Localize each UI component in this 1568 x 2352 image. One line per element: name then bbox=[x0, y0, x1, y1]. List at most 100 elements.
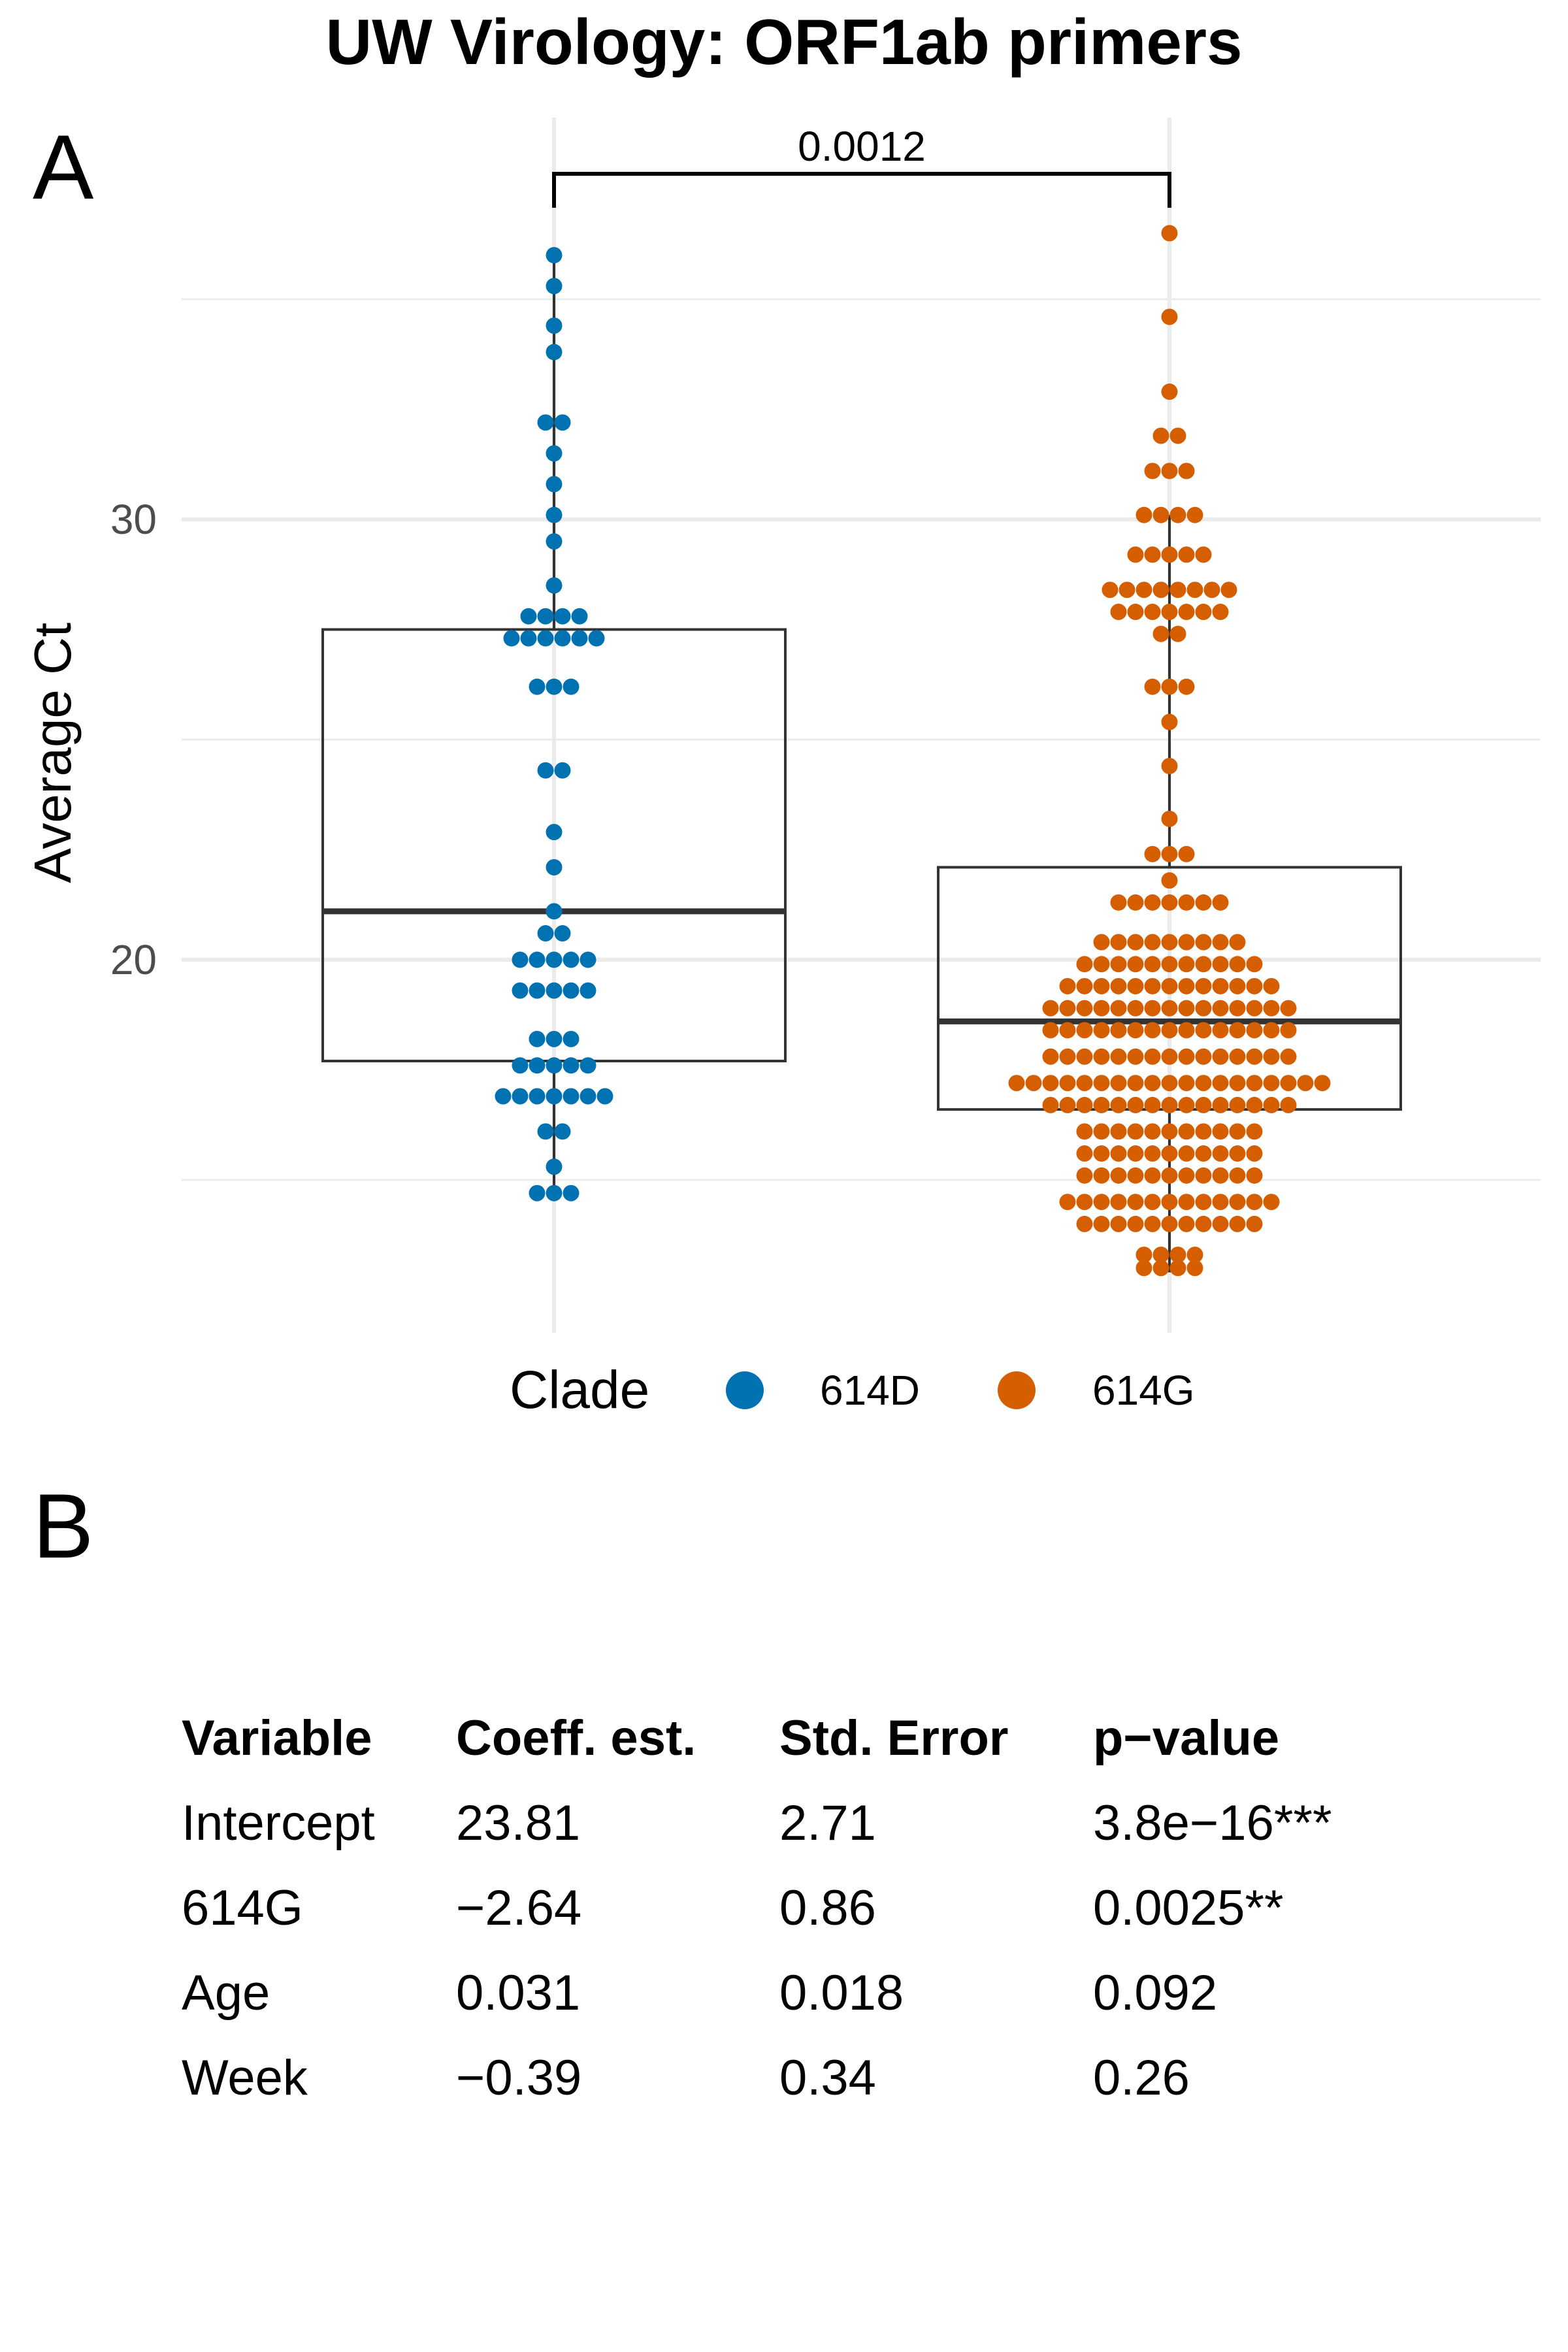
data-point-614D bbox=[529, 1184, 546, 1201]
data-point-614G bbox=[1093, 1123, 1110, 1140]
data-point-614D bbox=[546, 858, 563, 875]
data-point-614D bbox=[537, 925, 554, 942]
data-point-614G bbox=[1093, 977, 1110, 994]
data-point-614D bbox=[546, 1057, 563, 1074]
data-point-614D bbox=[580, 1088, 596, 1105]
data-point-614G bbox=[1195, 1194, 1212, 1211]
data-point-614G bbox=[1161, 713, 1178, 730]
data-point-614G bbox=[1076, 1096, 1093, 1113]
data-point-614G bbox=[1127, 1215, 1144, 1232]
data-point-614G bbox=[1246, 956, 1263, 973]
data-point-614G bbox=[1110, 1215, 1127, 1232]
data-point-614G bbox=[1280, 1096, 1297, 1113]
data-point-614G bbox=[1212, 977, 1229, 994]
data-point-614G bbox=[1161, 463, 1178, 480]
data-point-614G bbox=[1212, 1000, 1229, 1017]
data-point-614G bbox=[1246, 1022, 1263, 1039]
data-point-614G bbox=[1212, 604, 1229, 621]
data-point-614D bbox=[546, 445, 563, 462]
data-point-614G bbox=[1161, 1048, 1178, 1065]
data-point-614G bbox=[1178, 1075, 1195, 1092]
data-point-614D bbox=[554, 608, 571, 625]
data-point-614G bbox=[1144, 934, 1161, 951]
data-point-614G bbox=[1178, 1048, 1195, 1065]
data-point-614D bbox=[580, 1057, 596, 1074]
data-point-614G bbox=[1212, 1022, 1229, 1039]
data-point-614D bbox=[529, 1088, 546, 1105]
cell-variable: 614G bbox=[182, 1880, 303, 1936]
data-point-614G bbox=[1246, 1048, 1263, 1065]
data-point-614G bbox=[1093, 956, 1110, 973]
data-point-614G bbox=[1178, 1145, 1195, 1162]
regression-table: Variable Coeff. est. Std. Error p−value … bbox=[182, 1695, 1420, 2120]
data-point-614G bbox=[1263, 1000, 1280, 1017]
data-point-614G bbox=[1246, 1123, 1263, 1140]
data-point-614G bbox=[1144, 845, 1161, 862]
data-point-614G bbox=[1093, 1215, 1110, 1232]
data-point-614G bbox=[1161, 1194, 1178, 1211]
data-point-614G bbox=[1178, 604, 1195, 621]
data-point-614G bbox=[1161, 678, 1178, 695]
data-point-614G bbox=[1144, 894, 1161, 911]
data-point-614G bbox=[1161, 308, 1178, 325]
data-point-614D bbox=[537, 630, 554, 647]
data-point-614G bbox=[1042, 1096, 1059, 1113]
table-row: Age 0.031 0.018 0.092 bbox=[182, 1950, 1420, 2035]
data-point-614G bbox=[1297, 1075, 1314, 1092]
data-point-614G bbox=[1220, 581, 1237, 598]
data-point-614G bbox=[1093, 1145, 1110, 1162]
data-point-614G bbox=[1152, 581, 1169, 598]
data-point-614G bbox=[1161, 1167, 1178, 1184]
data-point-614G bbox=[1161, 1022, 1178, 1039]
data-point-614G bbox=[1093, 1000, 1110, 1017]
data-point-614G bbox=[1178, 1194, 1195, 1211]
data-point-614G bbox=[1127, 956, 1144, 973]
data-point-614G bbox=[1178, 463, 1195, 480]
data-point-614G bbox=[1169, 1260, 1186, 1277]
data-point-614D bbox=[529, 1057, 546, 1074]
data-point-614G bbox=[1212, 1048, 1229, 1065]
data-point-614G bbox=[1161, 956, 1178, 973]
data-point-614G bbox=[1127, 1048, 1144, 1065]
data-point-614D bbox=[588, 630, 605, 647]
data-point-614D bbox=[546, 951, 563, 968]
data-point-614D bbox=[512, 1088, 529, 1105]
data-point-614D bbox=[537, 762, 554, 779]
data-point-614G bbox=[1161, 546, 1178, 563]
data-point-614D bbox=[546, 1030, 563, 1047]
cell-coeff: 0.031 bbox=[456, 1965, 581, 2021]
data-point-614G bbox=[1076, 977, 1093, 994]
data-point-614G bbox=[1229, 1022, 1246, 1039]
data-point-614D bbox=[546, 577, 563, 594]
legend-swatch-614G bbox=[998, 1371, 1036, 1409]
data-point-614D bbox=[546, 824, 563, 841]
data-point-614G bbox=[1093, 1048, 1110, 1065]
data-point-614D bbox=[554, 1123, 571, 1140]
data-point-614D bbox=[529, 982, 546, 999]
data-point-614G bbox=[1144, 1075, 1161, 1092]
data-point-614D bbox=[563, 678, 580, 695]
data-point-614G bbox=[1144, 1022, 1161, 1039]
data-point-614G bbox=[1076, 1048, 1093, 1065]
data-point-614G bbox=[1195, 894, 1212, 911]
data-point-614G bbox=[1212, 894, 1229, 911]
data-point-614G bbox=[1076, 1000, 1093, 1017]
data-point-614D bbox=[495, 1088, 512, 1105]
data-point-614D bbox=[596, 1088, 613, 1105]
data-point-614D bbox=[529, 1030, 546, 1047]
data-point-614D bbox=[554, 414, 571, 431]
data-point-614D bbox=[546, 1158, 563, 1175]
data-point-614G bbox=[1186, 581, 1203, 598]
data-point-614D bbox=[512, 951, 529, 968]
bracket-line bbox=[552, 172, 1171, 208]
data-point-614G bbox=[1178, 894, 1195, 911]
data-point-614G bbox=[1042, 1000, 1059, 1017]
data-point-614G bbox=[1144, 956, 1161, 973]
data-point-614D bbox=[546, 317, 563, 334]
data-point-614G bbox=[1195, 977, 1212, 994]
y-tick-label: 20 bbox=[110, 936, 157, 983]
chart-title: UW Virology: ORF1ab primers bbox=[325, 6, 1243, 78]
data-point-614G bbox=[1059, 1000, 1076, 1017]
data-point-614G bbox=[1229, 977, 1246, 994]
data-point-614G bbox=[1127, 604, 1144, 621]
